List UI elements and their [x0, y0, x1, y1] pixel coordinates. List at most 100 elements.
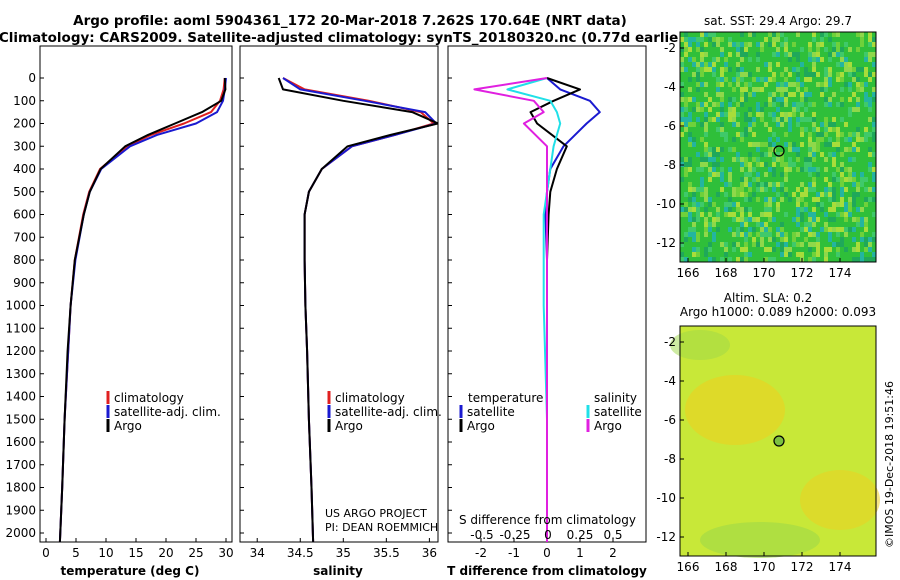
sst-cell: [680, 132, 684, 137]
sst-cell: [832, 252, 836, 257]
sst-cell: [768, 147, 772, 152]
sla-high-2: [800, 470, 880, 530]
sst-cell: [680, 62, 684, 67]
sst-cell: [696, 252, 700, 257]
sst-cell: [828, 97, 832, 102]
sst-cell: [864, 72, 868, 77]
sst-cell: [736, 62, 740, 67]
sst-cell: [780, 82, 784, 87]
sst-cell: [708, 167, 712, 172]
sst-cell: [764, 172, 768, 177]
sst-cell: [748, 207, 752, 212]
sst-cell: [764, 62, 768, 67]
sst-cell: [792, 192, 796, 197]
sst-cell: [704, 122, 708, 127]
sst-cell: [832, 162, 836, 167]
sal-legend-argo-label: Argo: [335, 419, 363, 433]
sst-cell: [780, 97, 784, 102]
sst-cell: [712, 202, 716, 207]
sst-cell: [804, 72, 808, 77]
sst-cell: [684, 32, 688, 37]
sst-cell: [716, 207, 720, 212]
sst-cell: [836, 102, 840, 107]
sst-cell: [708, 202, 712, 207]
sst-cell: [728, 172, 732, 177]
sst-cell: [724, 247, 728, 252]
sst-cell: [740, 162, 744, 167]
sst-cell: [680, 82, 684, 87]
sst-cell: [812, 62, 816, 67]
sst-cell: [748, 197, 752, 202]
sst-cell: [852, 227, 856, 232]
sst-cell: [804, 252, 808, 257]
sst-cell: [836, 52, 840, 57]
sst-cell: [812, 157, 816, 162]
sst-cell: [848, 107, 852, 112]
sst-cell: [828, 152, 832, 157]
sst-cell: [868, 242, 872, 247]
sst-cell: [684, 172, 688, 177]
sst-cell: [820, 92, 824, 97]
sst-cell: [784, 117, 788, 122]
sst-cell: [852, 202, 856, 207]
sst-cell: [724, 57, 728, 62]
sst-cell: [820, 122, 824, 127]
sst-cell: [820, 227, 824, 232]
sst-cell: [776, 57, 780, 62]
sst-cell: [684, 197, 688, 202]
sst-cell: [692, 187, 696, 192]
sst-cell: [736, 67, 740, 72]
sst-cell: [736, 242, 740, 247]
sst-cell: [828, 192, 832, 197]
sst-cell: [744, 132, 748, 137]
sst-cell: [680, 47, 684, 52]
sst-cell: [800, 92, 804, 97]
sst-cell: [692, 237, 696, 242]
sst-cell: [784, 167, 788, 172]
sst-cell: [852, 67, 856, 72]
sst-cell: [764, 257, 768, 262]
sst-cell: [828, 122, 832, 127]
sst-cell: [772, 97, 776, 102]
sst-cell: [772, 197, 776, 202]
sst-cell: [708, 107, 712, 112]
sst-cell: [776, 52, 780, 57]
sst-cell: [684, 107, 688, 112]
sst-cell: [872, 132, 876, 137]
sst-cell: [764, 77, 768, 82]
sst-cell: [680, 97, 684, 102]
temperature-series: [58, 77, 227, 542]
sst-cell: [780, 112, 784, 117]
sst-cell: [848, 242, 852, 247]
sst-cell: [700, 32, 704, 37]
sst-cell: [736, 152, 740, 157]
sst-cell: [808, 242, 812, 247]
sst-cell: [696, 257, 700, 262]
sst-cell: [716, 192, 720, 197]
sst-cell: [868, 187, 872, 192]
sst-cell: [784, 242, 788, 247]
sst-cell: [708, 222, 712, 227]
sst-cell: [740, 177, 744, 182]
sst-cell: [732, 242, 736, 247]
sst-cell: [824, 247, 828, 252]
sst-cell: [720, 72, 724, 77]
map-y-tick-label: -10: [656, 491, 676, 505]
sst-cell: [796, 87, 800, 92]
series-line-climatology: [58, 77, 226, 542]
series-line-argo: [58, 77, 227, 542]
sst-cell: [840, 192, 844, 197]
sst-cell: [764, 202, 768, 207]
sst-cell: [728, 117, 732, 122]
sst-cell: [848, 97, 852, 102]
sst-cell: [828, 52, 832, 57]
sst-cell: [808, 132, 812, 137]
sst-cell: [728, 102, 732, 107]
sst-cell: [704, 82, 708, 87]
sst-cell: [868, 147, 872, 152]
sst-cell: [680, 257, 684, 262]
sst-cell: [736, 42, 740, 47]
sst-cell: [836, 212, 840, 217]
sst-cell: [772, 102, 776, 107]
sst-cell: [716, 87, 720, 92]
